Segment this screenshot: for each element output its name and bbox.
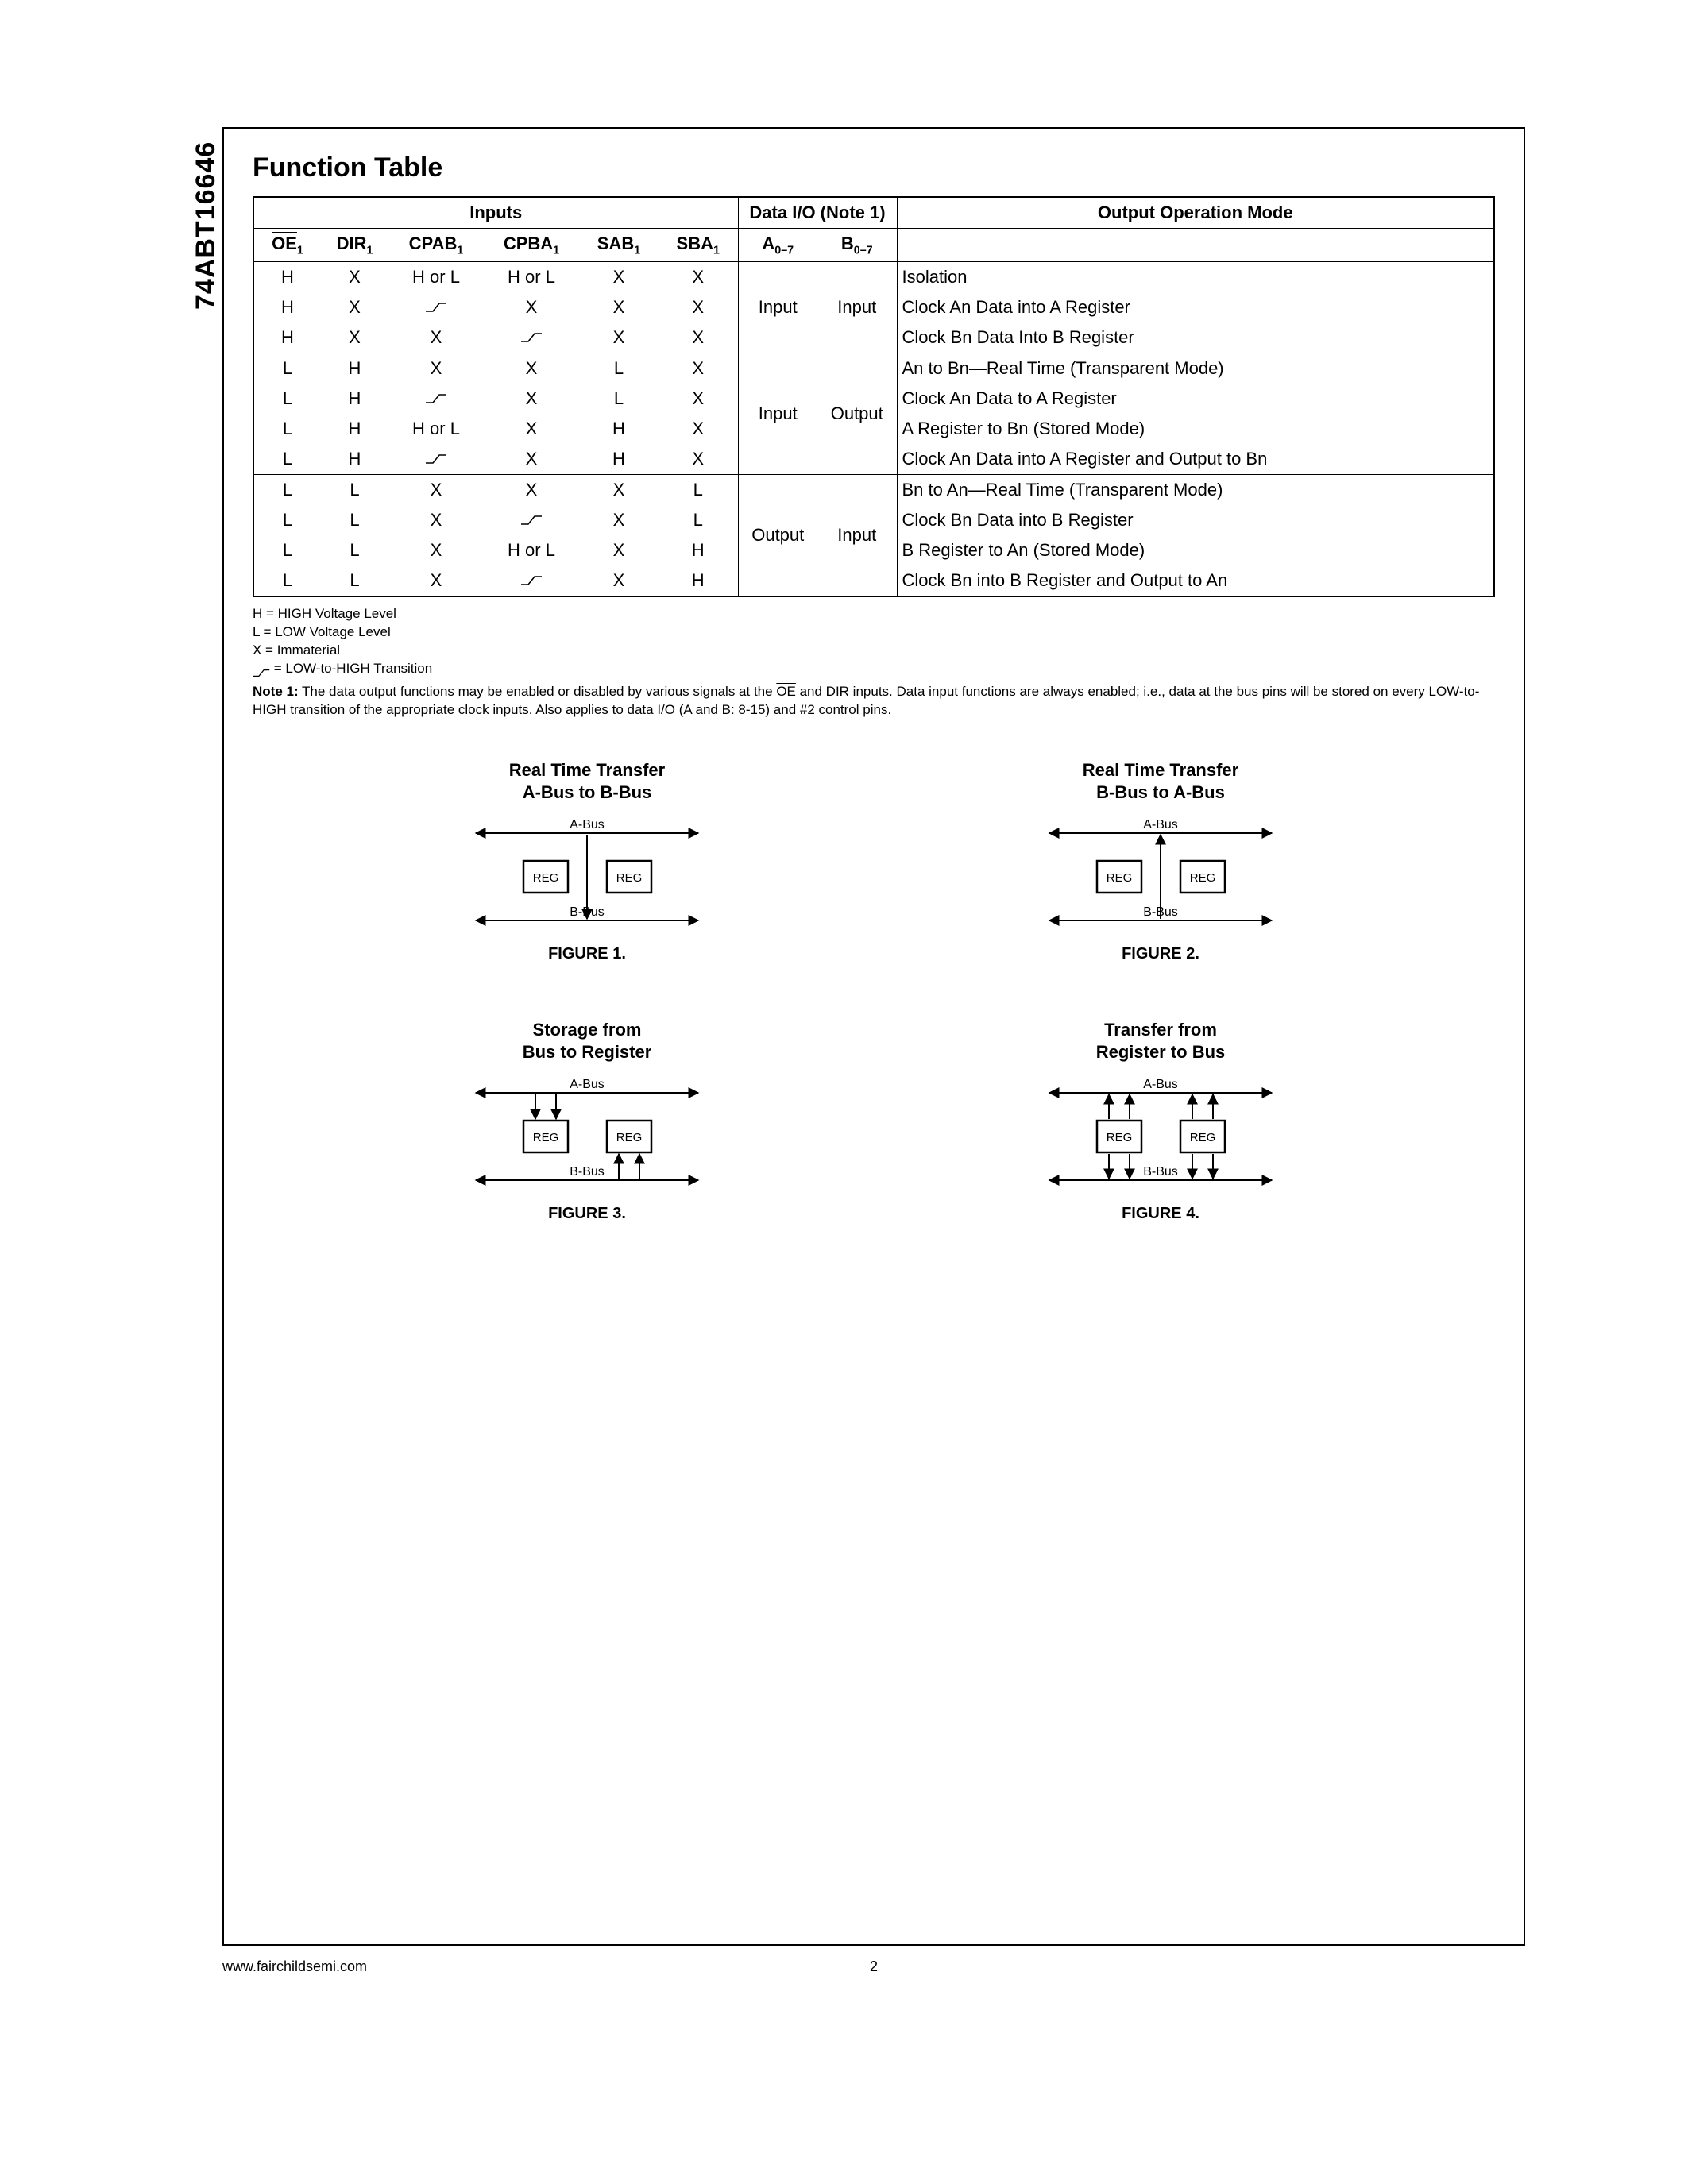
svg-text:REG: REG [1190,871,1216,885]
svg-text:REG: REG [533,1131,559,1144]
svg-text:B-Bus: B-Bus [570,1165,605,1179]
function-table: Inputs Data I/O (Note 1) Output Operatio… [253,196,1495,597]
legend-rise: = LOW-to-HIGH Transition [253,660,1495,678]
content-frame: Function Table Inputs Data I/O (Note 1) … [222,127,1525,1946]
svg-text:REG: REG [1107,871,1133,885]
part-number-vertical: 74ABT16646 [191,141,222,310]
footer-url: www.fairchildsemi.com [222,1958,367,1975]
figure: Real Time TransferB-Bus to A-Bus A-Bus B… [953,759,1368,963]
legend-l: L = LOW Voltage Level [253,623,1495,642]
col-cpba: CPBA1 [484,229,579,262]
figure: Transfer fromRegister to Bus A-Bus B-Bus… [953,1019,1368,1223]
col-dir: DIR1 [321,229,388,262]
figure-caption: FIGURE 4. [953,1205,1368,1223]
figure: Real Time TransferA-Bus to B-Bus A-Bus B… [380,759,794,963]
footer-page: 2 [870,1958,878,1975]
figure: Storage fromBus to Register A-Bus B-Bus … [380,1019,794,1223]
figure-title: Transfer fromRegister to Bus [953,1019,1368,1063]
page-footer: www.fairchildsemi.com 2 [222,1958,1525,1975]
figure-caption: FIGURE 2. [953,945,1368,963]
svg-text:A-Bus: A-Bus [570,1078,605,1091]
note-1: Note 1: The data output functions may be… [253,683,1495,720]
svg-text:REG: REG [616,871,643,885]
svg-text:REG: REG [616,1131,643,1144]
table-body: HXH or LH or LXXInputInputIsolationHXXXX… [253,262,1494,597]
col-sab: SAB1 [579,229,659,262]
section-title: Function Table [253,152,1495,183]
table-row: LLXXXLOutputInputBn to An—Real Time (Tra… [253,475,1494,506]
svg-text:A-Bus: A-Bus [570,818,605,832]
figures-grid: Real Time TransferA-Bus to B-Bus A-Bus B… [253,759,1495,1223]
svg-text:B-Bus: B-Bus [1143,1165,1178,1179]
col-b: B0–7 [817,229,897,262]
col-mode [897,229,1494,262]
col-oe: OE1 [253,229,321,262]
figure-title: Real Time TransferA-Bus to B-Bus [380,759,794,803]
group-dataio: Data I/O (Note 1) [738,197,897,229]
group-inputs: Inputs [253,197,738,229]
legend-x: X = Immaterial [253,642,1495,660]
figure-caption: FIGURE 1. [380,945,794,963]
legend-h: H = HIGH Voltage Level [253,605,1495,623]
figure-caption: FIGURE 3. [380,1205,794,1223]
svg-text:REG: REG [1190,1131,1216,1144]
legend: H = HIGH Voltage Level L = LOW Voltage L… [253,605,1495,678]
table-row: HXH or LH or LXXInputInputIsolation [253,262,1494,293]
table-head: Inputs Data I/O (Note 1) Output Operatio… [253,197,1494,262]
group-mode: Output Operation Mode [897,197,1494,229]
figure-title: Real Time TransferB-Bus to A-Bus [953,759,1368,803]
svg-text:REG: REG [533,871,559,885]
col-sba: SBA1 [659,229,738,262]
svg-text:A-Bus: A-Bus [1143,818,1178,832]
figure-title: Storage fromBus to Register [380,1019,794,1063]
svg-text:A-Bus: A-Bus [1143,1078,1178,1091]
col-cpab: CPAB1 [388,229,484,262]
col-a: A0–7 [738,229,817,262]
table-row: LHXXLXInputOutputAn to Bn—Real Time (Tra… [253,353,1494,384]
svg-text:REG: REG [1107,1131,1133,1144]
